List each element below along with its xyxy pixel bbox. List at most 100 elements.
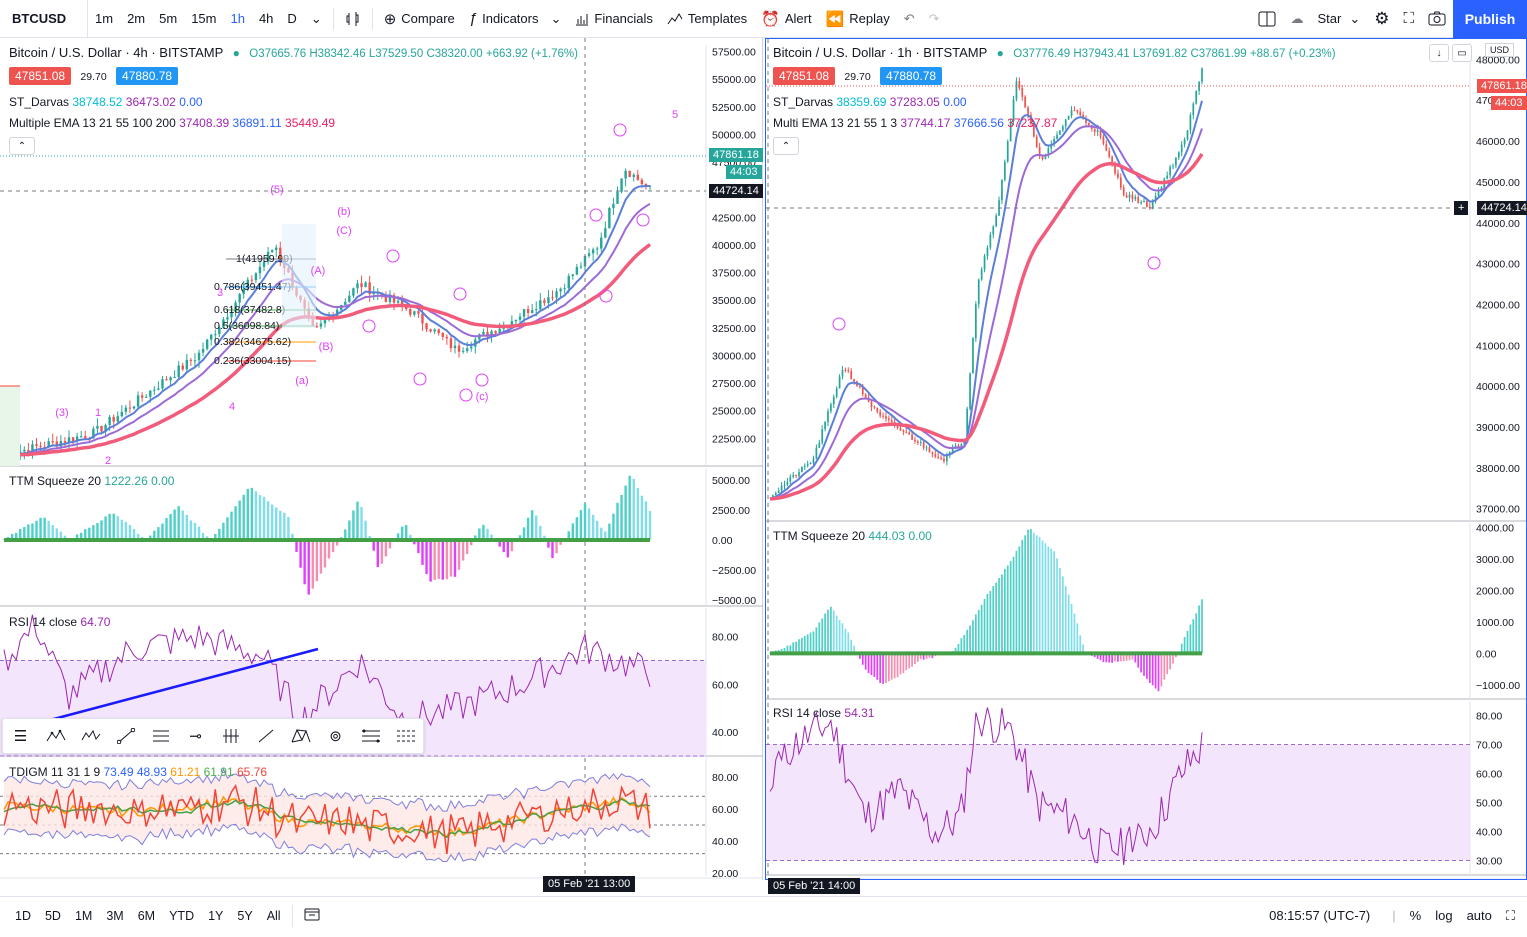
percent-scale-toggle[interactable]: % <box>1409 908 1422 923</box>
ohlc-high: H38342.46 <box>309 48 366 60</box>
vertical-lines-icon[interactable] <box>213 719 248 753</box>
trend-line-icon[interactable] <box>108 719 143 753</box>
interval-1h[interactable]: 1h <box>230 11 245 26</box>
fib-extension-icon[interactable] <box>388 719 423 753</box>
currency-label[interactable]: USD <box>1485 43 1515 57</box>
left-chart-canvas[interactable]: 57500.0055000.0052500.0050000.0047500.00… <box>0 38 763 880</box>
price-axis-label: 25000.00 <box>712 406 756 418</box>
range-1m[interactable]: 1M <box>74 908 93 923</box>
interval-d[interactable]: D <box>287 11 297 26</box>
interval-dropdown-icon[interactable]: ⌄ <box>310 10 322 26</box>
hamburger-menu-icon[interactable]: ☰ <box>13 728 28 745</box>
interval-15m[interactable]: 15m <box>191 11 217 26</box>
candle-body <box>818 442 821 448</box>
settings-gear-icon[interactable]: ⚙ <box>1374 8 1390 28</box>
candle-body <box>214 334 217 336</box>
horizontal-ray-icon[interactable]: ⊸ <box>189 728 202 745</box>
cloud-icon[interactable]: ☁ <box>1290 10 1304 26</box>
candle-body <box>1064 119 1067 127</box>
add-alert-plus-icon[interactable]: + <box>1454 201 1469 215</box>
buy-price-button[interactable]: 47880.78 <box>116 67 179 85</box>
camera-icon[interactable] <box>1421 0 1453 38</box>
interval-4h[interactable]: 4h <box>258 11 274 26</box>
candle-body <box>372 292 375 295</box>
interval-2m[interactable]: 2m <box>127 11 146 26</box>
squeeze-legend[interactable]: TTM Squeeze 20 444.03 0.00 <box>773 529 932 543</box>
candle-body <box>1172 165 1174 167</box>
sell-price-button[interactable]: 47851.08 <box>9 67 72 85</box>
ema-legend[interactable]: Multiple EMA 13 21 55 100 200 37408.39 3… <box>9 116 335 130</box>
fullscreen-bracket-icon[interactable]: ⛶ <box>1505 907 1515 923</box>
interval-5m[interactable]: 5m <box>159 11 178 26</box>
financials-button[interactable]: Financials <box>568 0 660 38</box>
layout-icon[interactable] <box>1251 0 1283 38</box>
range-1y[interactable]: 1Y <box>208 908 224 923</box>
candle-body <box>169 377 172 381</box>
candle-body <box>384 296 388 302</box>
wave-pattern-icon[interactable] <box>38 719 73 753</box>
candle-body <box>792 474 795 477</box>
range-all[interactable]: All <box>266 908 281 923</box>
squeeze-legend[interactable]: TTM Squeeze 20 1222.26 0.00 <box>9 474 174 488</box>
collapse-legend-button[interactable]: ⌃ <box>9 137 35 155</box>
indicator-value: 38359.69 <box>836 95 887 109</box>
rsi-legend[interactable]: RSI 14 close 54.31 <box>773 706 874 720</box>
indicators-button[interactable]: ƒ Indicators ⌄ <box>462 0 569 38</box>
divider: | <box>1392 908 1396 923</box>
star-button[interactable]: Star ⌄ <box>1310 0 1367 38</box>
fib-retracement-icon[interactable] <box>143 719 178 753</box>
candle-body <box>620 178 623 192</box>
ray-line-icon[interactable] <box>248 719 283 753</box>
candle-body <box>19 451 22 455</box>
candle-body <box>974 304 977 339</box>
collapse-legend-button[interactable]: ⌃ <box>773 137 799 155</box>
chart-right-pane[interactable]: 48000.0047000.0046000.0045000.0044000.00… <box>765 38 1527 894</box>
candle-body <box>275 247 278 250</box>
range-1d[interactable]: 1D <box>15 908 31 923</box>
fib-channel-icon[interactable] <box>353 719 388 753</box>
range-3m[interactable]: 3M <box>106 908 124 923</box>
range-ytd[interactable]: YTD <box>169 908 195 923</box>
price-axis-label: 50000.00 <box>712 129 756 141</box>
rsi-legend[interactable]: RSI 14 close 64.70 <box>9 615 110 629</box>
candle-body <box>344 301 347 305</box>
rsi-line <box>769 707 1203 866</box>
sell-price-button[interactable]: 47851.08 <box>773 67 836 85</box>
goto-date-icon[interactable] <box>297 907 327 924</box>
star-label: Star <box>1317 11 1342 26</box>
buy-price-button[interactable]: 47880.78 <box>880 67 943 85</box>
elliott-wave-icon[interactable] <box>73 719 108 753</box>
right-chart-canvas[interactable]: 48000.0047000.0046000.0045000.0044000.00… <box>766 39 1526 879</box>
indicator-name: TTM Squeeze 20 <box>9 474 102 488</box>
chart-type-icon[interactable] <box>338 0 368 38</box>
compare-button[interactable]: ⊕ Compare <box>377 0 462 38</box>
arrow-down-icon[interactable]: ↓ <box>1429 44 1449 62</box>
crosshair-price-label: 44724.14 <box>1477 201 1527 215</box>
tdi-legend[interactable]: TDIGM 11 31 1 9 73.49 48.93 61.21 61.91 … <box>9 765 267 779</box>
xabcd-pattern-icon[interactable] <box>283 719 318 753</box>
darvas-legend[interactable]: ST_Darvas 38359.69 37283.05 0.00 <box>773 95 967 109</box>
auto-scale-toggle[interactable]: auto <box>1466 908 1492 923</box>
candle-body <box>850 370 853 380</box>
darvas-legend[interactable]: ST_Darvas 38748.52 36473.02 0.00 <box>9 95 203 109</box>
maximize-icon[interactable]: ▭ <box>1452 44 1472 62</box>
main-legend: Bitcoin / U.S. Dollar · 1h · BITSTAMP ● … <box>773 45 1336 60</box>
ema-legend[interactable]: Multi EMA 13 21 55 1 3 37744.17 37666.56… <box>773 116 1057 130</box>
replay-button[interactable]: ⏪ Replay <box>819 0 897 38</box>
gann-fan-icon[interactable]: ⊚ <box>329 728 342 745</box>
publish-button[interactable]: Publish <box>1453 0 1527 38</box>
alert-button[interactable]: ⏰ Alert <box>754 0 818 38</box>
clock-timezone[interactable]: 08:15:57 (UTC-7) <box>1269 908 1371 923</box>
fullscreen-icon[interactable]: ⛶ <box>1403 10 1414 27</box>
candle-body <box>847 370 850 372</box>
log-scale-toggle[interactable]: log <box>1435 908 1453 923</box>
symbol-search[interactable]: BTCUSD <box>0 0 88 38</box>
range-6m[interactable]: 6M <box>137 908 156 923</box>
range-5d[interactable]: 5D <box>44 908 61 923</box>
interval-1m[interactable]: 1m <box>95 11 114 26</box>
undo-button[interactable]: ↶ <box>903 10 915 26</box>
templates-button[interactable]: Templates <box>660 0 754 38</box>
candle-body <box>934 454 937 457</box>
redo-button[interactable]: ↷ <box>928 10 940 26</box>
range-5y[interactable]: 5Y <box>237 908 253 923</box>
